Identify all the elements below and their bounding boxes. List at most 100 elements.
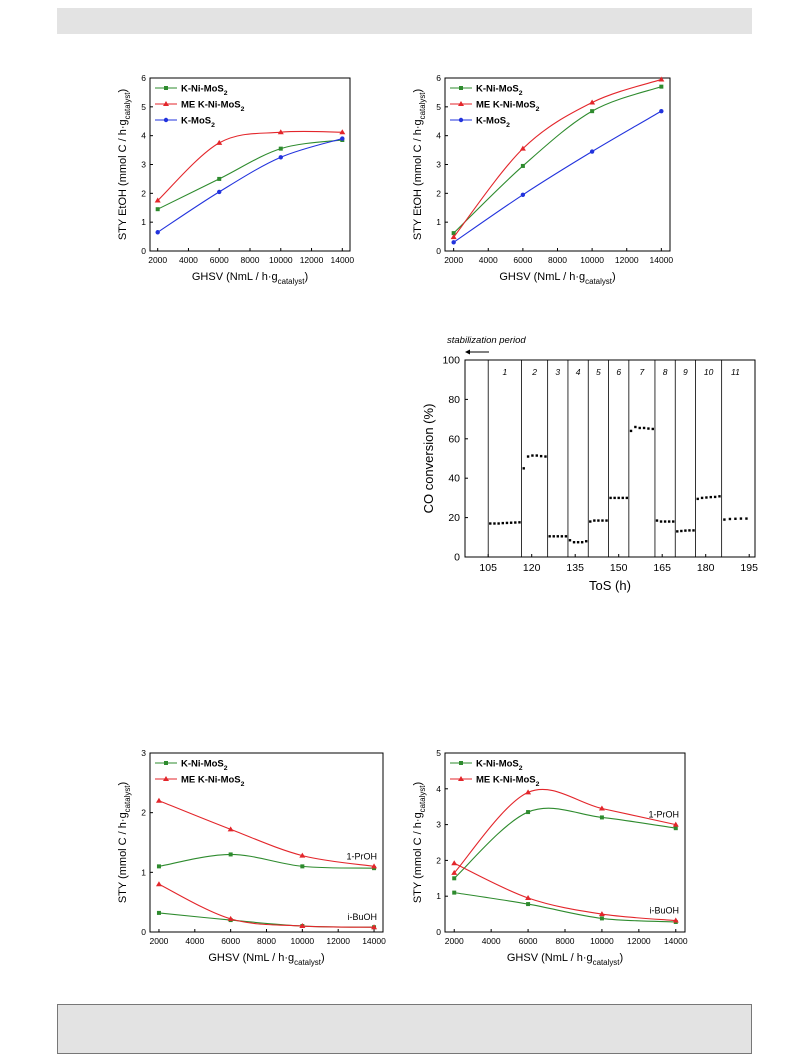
data-point — [522, 467, 525, 470]
series-line — [157, 138, 343, 233]
data-point — [452, 876, 457, 881]
data-point — [580, 541, 584, 544]
data-point — [155, 797, 162, 803]
legend-entry: K-Ni-MoS2 — [181, 759, 228, 772]
y-tick-label: 6 — [141, 73, 146, 83]
data-point — [684, 529, 687, 532]
data-point — [458, 117, 464, 123]
x-axis-label: ToS (h) — [589, 578, 631, 593]
data-point — [672, 520, 675, 523]
data-point — [659, 108, 664, 114]
data-point — [560, 535, 564, 538]
x-tick-label: 10000 — [590, 936, 614, 946]
y-tick-label: 5 — [436, 748, 441, 758]
period-label: 10 — [704, 367, 714, 377]
data-point — [520, 163, 525, 168]
data-point — [605, 519, 608, 522]
data-point — [501, 521, 504, 525]
data-point — [531, 454, 534, 457]
data-point — [154, 197, 161, 203]
y-tick-label: 2 — [436, 855, 441, 865]
x-tick-label: 14000 — [650, 255, 674, 265]
y-tick-label: 100 — [442, 355, 460, 367]
y-tick-label: 80 — [448, 394, 460, 406]
data-point — [599, 815, 604, 820]
data-point — [525, 894, 532, 900]
y-tick-label: 2 — [436, 188, 441, 198]
series-line — [158, 883, 375, 928]
data-point — [514, 521, 517, 524]
period-label: 9 — [683, 367, 688, 377]
series-line — [157, 130, 343, 201]
data-point — [451, 240, 456, 245]
stabilization-arrowhead — [465, 349, 470, 355]
y-axis-label: STY EtOH (mmol C / h·gcatalyst) — [412, 89, 427, 240]
data-point — [621, 496, 624, 500]
data-point — [493, 522, 496, 525]
x-tick-label: 150 — [610, 562, 628, 574]
y-axis-label: STY (mmol C / h·gcatalyst) — [117, 782, 132, 903]
footer-band — [57, 1004, 752, 1054]
y-tick-label: 20 — [448, 512, 460, 524]
data-point — [156, 910, 161, 915]
legend-entry: ME K-Ni-MoS2 — [476, 775, 540, 788]
data-point — [745, 517, 748, 520]
data-point — [526, 810, 531, 815]
y-tick-label: 3 — [141, 160, 146, 170]
y-tick-label: 60 — [448, 433, 460, 445]
series-annotation: i-BuOH — [347, 912, 377, 922]
data-point — [552, 535, 555, 538]
data-point — [371, 863, 378, 869]
data-point — [163, 776, 169, 781]
data-point — [638, 426, 641, 430]
stabilization-label: stabilization period — [447, 335, 526, 346]
y-tick-label: 6 — [436, 73, 441, 83]
data-point — [556, 535, 559, 538]
data-point — [451, 869, 458, 875]
x-tick-label: 12000 — [615, 255, 639, 265]
period-label: 7 — [640, 367, 645, 377]
y-tick-label: 0 — [141, 927, 146, 937]
series-annotation: 1-PrOH — [346, 851, 377, 861]
data-point — [598, 911, 605, 917]
data-point — [728, 517, 732, 521]
y-tick-label: 3 — [141, 748, 146, 758]
data-point — [459, 761, 463, 765]
chart-sty-alcohols-a: 2000 4000 6000 8000 10000 12000 14000 0 1 2 3 GHSV … — [117, 748, 386, 967]
data-point — [459, 86, 463, 90]
x-tick-label: 2000 — [148, 255, 167, 265]
data-point — [155, 230, 160, 235]
data-point — [723, 518, 726, 521]
x-tick-label: 10000 — [269, 255, 293, 265]
data-point — [497, 522, 500, 525]
legend-entry: K-MoS2 — [476, 116, 510, 129]
data-point — [598, 805, 605, 811]
data-point — [217, 189, 222, 195]
legend-entry: K-Ni-MoS2 — [476, 84, 523, 97]
x-tick-label: 6000 — [519, 936, 538, 946]
data-point — [156, 864, 161, 869]
data-point — [505, 521, 509, 525]
x-tick-label: 195 — [740, 562, 758, 574]
y-tick-label: 1 — [436, 217, 441, 227]
series-line — [158, 912, 375, 928]
data-point — [601, 519, 604, 522]
y-tick-label: 4 — [141, 131, 146, 141]
legend-entry: K-MoS2 — [181, 116, 215, 129]
data-point — [734, 517, 737, 520]
data-point — [659, 84, 664, 89]
x-axis-label: GHSV (NmL / h·gcatalyst) — [208, 952, 324, 967]
x-tick-label: 180 — [697, 562, 715, 574]
period-label: 3 — [555, 367, 560, 377]
legend-entry: ME K-Ni-MoS2 — [181, 775, 245, 788]
x-tick-label: 12000 — [627, 936, 651, 946]
y-tick-label: 0 — [436, 927, 441, 937]
data-point — [217, 176, 222, 181]
x-tick-label: 12000 — [300, 255, 324, 265]
y-tick-label: 3 — [436, 820, 441, 830]
x-tick-label: 8000 — [257, 936, 276, 946]
data-point — [519, 145, 526, 151]
data-point — [568, 539, 572, 542]
data-point — [576, 541, 580, 544]
